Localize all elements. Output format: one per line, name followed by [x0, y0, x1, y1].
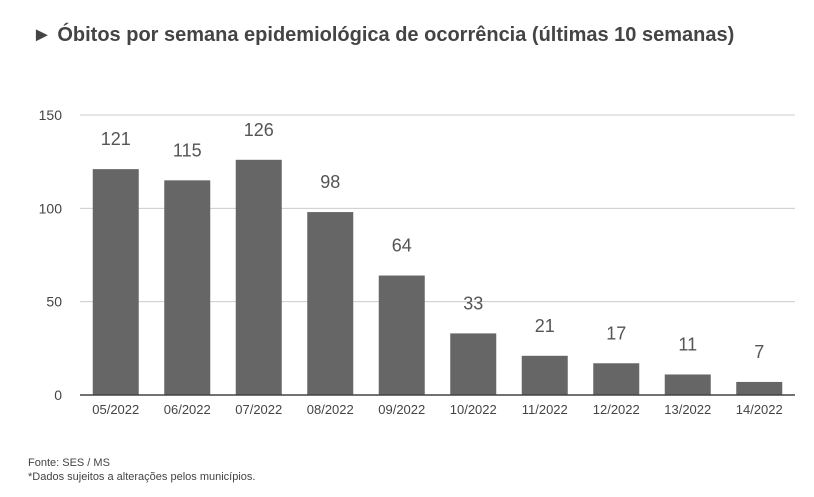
x-tick-label: 06/2022 [164, 402, 211, 417]
bar-07/2022 [235, 159, 282, 395]
x-tick-label: 12/2022 [593, 402, 640, 417]
data-label: 126 [244, 120, 274, 140]
x-tick-label: 10/2022 [450, 402, 497, 417]
x-tick-label: 11/2022 [522, 402, 568, 417]
data-label: 7 [754, 342, 764, 362]
data-label: 33 [463, 293, 483, 313]
y-tick-label: 0 [54, 387, 62, 403]
bar-14/2022 [736, 381, 783, 395]
data-label: 21 [535, 316, 555, 336]
x-tick-label: 07/2022 [235, 402, 282, 417]
data-label: 121 [101, 129, 131, 149]
y-tick-label: 50 [46, 294, 62, 310]
y-tick-label: 150 [39, 107, 63, 123]
source-note: Fonte: SES / MS [28, 457, 110, 469]
x-tick-label: 09/2022 [378, 402, 425, 417]
disclaimer-note: *Dados sujeitos a alterações pelos munic… [28, 471, 256, 483]
bar-13/2022 [664, 374, 711, 395]
bar-05/2022 [92, 169, 139, 395]
data-label: 98 [320, 172, 340, 192]
chart-title: ► Óbitos por semana epidemiológica de oc… [32, 24, 735, 46]
x-tick-label: 14/2022 [736, 402, 783, 417]
data-label: 11 [678, 334, 697, 354]
data-label: 115 [173, 140, 202, 160]
x-tick-label: 08/2022 [307, 402, 354, 417]
bar-10/2022 [450, 333, 497, 395]
data-label: 17 [606, 323, 626, 343]
chart-footer: Fonte: SES / MS *Dados sujeitos a altera… [28, 456, 255, 484]
x-tick-label: 13/2022 [664, 402, 711, 417]
bar-06/2022 [164, 180, 211, 395]
bar-08/2022 [307, 212, 354, 395]
x-tick-label: 05/2022 [92, 402, 139, 417]
y-tick-label: 100 [39, 200, 63, 216]
bar-11/2022 [521, 355, 568, 395]
data-label: 64 [392, 236, 412, 256]
bar-09/2022 [378, 275, 425, 395]
bar-12/2022 [593, 363, 640, 395]
